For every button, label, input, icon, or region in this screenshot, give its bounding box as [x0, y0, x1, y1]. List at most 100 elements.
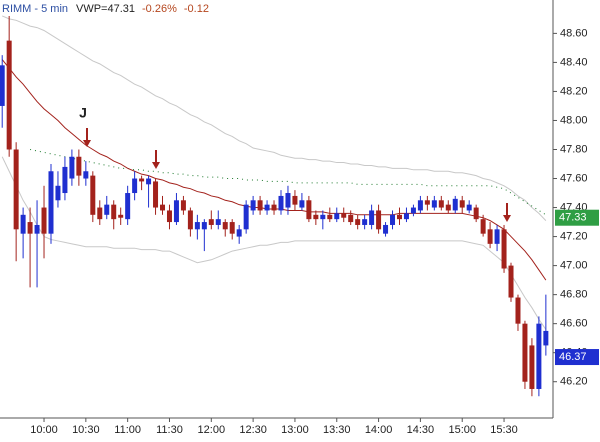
- candle-body: [355, 219, 361, 225]
- overlay-line: [2, 15, 547, 221]
- header-stat: -0.26%: [142, 3, 177, 15]
- candle-body: [139, 178, 145, 182]
- x-tick-label: 12:00: [198, 424, 226, 436]
- candle-body: [104, 204, 110, 215]
- x-tick-label: 14:00: [365, 424, 393, 436]
- candle-body: [522, 323, 528, 382]
- candle-body: [292, 195, 298, 205]
- candle-body: [55, 185, 61, 201]
- candle-body: [69, 156, 75, 179]
- candle-body: [529, 345, 535, 389]
- candle-body: [222, 222, 228, 230]
- candle-body: [445, 204, 451, 211]
- candle-body: [487, 229, 493, 244]
- candle-body: [236, 229, 242, 237]
- candle-body: [494, 229, 500, 244]
- arrow-head: [83, 140, 91, 147]
- chart-title: RIMM - 5 min: [2, 3, 68, 15]
- candle-body: [306, 200, 312, 220]
- candle-body: [173, 200, 179, 223]
- plot-area: [0, 15, 549, 397]
- candle-body: [417, 200, 423, 211]
- candle-body: [383, 224, 389, 234]
- y-tick-label: 47.20: [560, 230, 588, 242]
- candle-body: [264, 204, 270, 211]
- candle-body: [208, 219, 214, 225]
- candle-body: [362, 219, 368, 225]
- candle-body: [27, 222, 33, 234]
- x-tick-label: 12:30: [239, 424, 267, 436]
- overlay-line: [1, 156, 547, 330]
- candle-body: [403, 213, 409, 220]
- candle-body: [452, 198, 458, 211]
- candle-body: [201, 222, 207, 230]
- candle-body: [466, 204, 472, 211]
- candle-body: [271, 204, 277, 211]
- y-tick-label: 47.80: [560, 143, 588, 155]
- header-stat: -0.12: [184, 3, 209, 15]
- candle-body: [334, 213, 340, 220]
- y-tick-label: 47.00: [560, 260, 588, 272]
- candle-body: [341, 213, 347, 218]
- price-marker: [555, 349, 599, 366]
- candle-body: [13, 149, 19, 230]
- price-marker: [555, 209, 599, 226]
- candle-body: [111, 204, 117, 220]
- candle-body: [48, 171, 54, 234]
- candle-body: [515, 297, 521, 324]
- candle-body: [194, 222, 200, 230]
- arrows: [83, 128, 511, 222]
- candle-body: [424, 200, 430, 205]
- candle-body: [501, 229, 507, 269]
- candle-body: [376, 210, 382, 230]
- candle-body: [132, 178, 138, 194]
- x-tick-label: 11:30: [156, 424, 183, 436]
- candle-body: [187, 210, 193, 230]
- x-tick-label: 13:00: [281, 424, 309, 436]
- candle-body: [473, 207, 479, 220]
- candle-body: [62, 166, 68, 194]
- candle-body: [20, 214, 26, 234]
- candle-body: [34, 224, 40, 234]
- candle-body: [459, 200, 465, 208]
- annotation: J: [79, 105, 87, 121]
- y-tick-label: 48.40: [560, 56, 588, 68]
- y-tick-label: 46.20: [560, 376, 588, 388]
- arrow-head: [503, 215, 511, 222]
- candle-body: [299, 200, 305, 208]
- price-marker-label: 47.33: [559, 212, 587, 224]
- candle-body: [160, 204, 166, 211]
- candle-body: [125, 193, 131, 220]
- y-tick-label: 46.80: [560, 289, 588, 301]
- y-tick-label: 48.00: [560, 114, 588, 126]
- candle-body: [313, 214, 319, 220]
- candle-body: [215, 219, 221, 225]
- candle-body: [390, 214, 396, 225]
- y-tick-label: 47.60: [560, 172, 588, 184]
- arrow-head: [152, 162, 160, 169]
- candle-body: [166, 210, 172, 223]
- candle-body: [410, 207, 416, 214]
- candle-body: [243, 204, 249, 230]
- x-tick-label: 11:00: [114, 424, 141, 436]
- candle-body: [97, 207, 103, 220]
- x-tick-label: 10:30: [72, 424, 100, 436]
- header: RIMM - 5 min VWP=47.31 -0.26% -0.12: [2, 3, 209, 15]
- candle-body: [285, 193, 291, 208]
- candle-body: [543, 330, 549, 346]
- candle-body: [480, 219, 486, 234]
- candle-body: [90, 175, 96, 215]
- candle-body: [508, 265, 514, 298]
- y-tick-label: 48.60: [560, 27, 588, 39]
- candle-body: [229, 222, 235, 234]
- candle-body: [327, 214, 333, 220]
- candle-body: [278, 195, 284, 211]
- candle-body: [6, 40, 12, 150]
- candle-body: [41, 207, 47, 234]
- candle-body: [348, 214, 354, 223]
- x-tick-label: 14:30: [407, 424, 435, 436]
- candle-body: [438, 200, 444, 208]
- candle-body: [257, 200, 263, 211]
